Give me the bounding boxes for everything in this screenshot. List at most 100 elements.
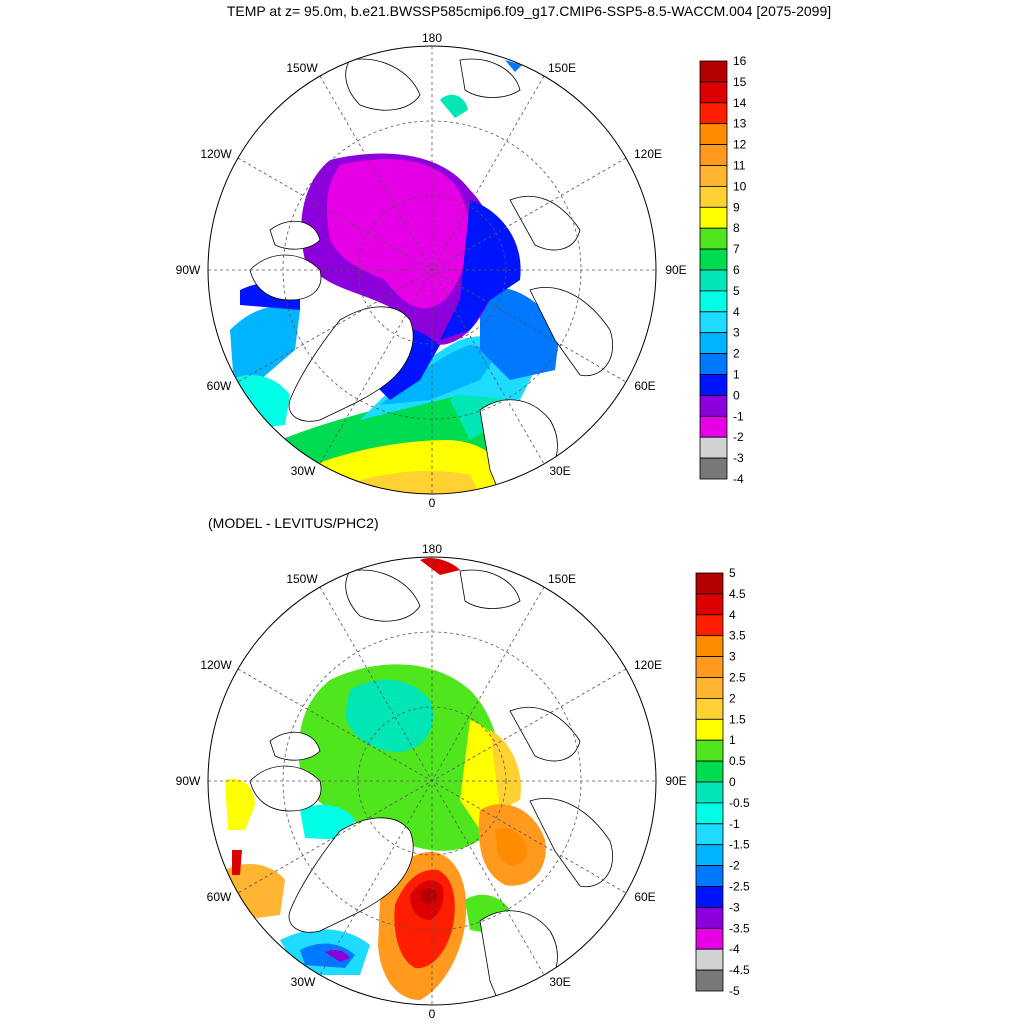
bottom-colorbar-label-12: -1 [729, 817, 740, 831]
top-graticule [208, 46, 656, 494]
bottom-colorbar: 5 4.5 4 3.5 3 2.5 2 1.5 1 0.5 0 -0.5 -1 -1.5 -2 -2.5 -3 -… [695, 566, 750, 998]
top-lon-label-150e: 150E [548, 61, 576, 75]
top-colorbar-label-13: 3 [733, 326, 740, 340]
bottom-colorbar-box-7 [695, 718, 724, 741]
bottom-colorbar-label-4: 3 [729, 650, 736, 664]
bottom-lon-label-0: 0 [429, 1007, 436, 1021]
top-colorbar-label-10: 6 [733, 263, 740, 277]
top-colorbar-box-7 [699, 206, 728, 229]
bottom-colorbar-box-0 [695, 572, 724, 595]
bottom-lon-label-120w: 120W [200, 658, 232, 672]
top-colorbar-box-6 [699, 185, 728, 208]
bottom-colorbar-label-5: 2.5 [729, 671, 746, 685]
top-colorbar-label-5: 11 [733, 159, 746, 173]
top-colorbar-box-16 [699, 394, 728, 417]
top-lon-label-120w: 120W [200, 147, 232, 161]
bottom-colorbar-box-14 [695, 865, 724, 887]
top-colorbar-label-8: 8 [733, 221, 740, 235]
top-colorbar-box-17 [699, 415, 728, 438]
bottom-colorbar-box-6 [695, 698, 724, 720]
bottom-polar-map: 180 150E 120E 90E 60E 30E 0 30W 60W 90W … [176, 542, 687, 1021]
bottom-colorbar-box-10 [695, 781, 724, 804]
top-colorbar-label-12: 4 [733, 305, 740, 319]
top-colorbar-label-9: 7 [733, 242, 740, 256]
top-colorbar-label-4: 12 [733, 138, 747, 152]
bottom-lon-label-90e: 90E [665, 774, 686, 788]
bottom-lon-label-150w: 150W [286, 572, 318, 586]
top-colorbar-box-14 [699, 353, 728, 375]
bottom-colorbar-label-20: -5 [729, 984, 740, 998]
bottom-colorbar-box-18 [695, 948, 724, 971]
top-colorbar-box-13 [699, 332, 728, 355]
bottom-colorbar-label-10: 0 [729, 775, 736, 789]
bottom-colorbar-label-9: 0.5 [729, 754, 746, 768]
bottom-colorbar-box-4 [695, 656, 724, 678]
top-colorbar-box-12 [699, 311, 728, 334]
top-lon-label-120e: 120E [634, 147, 662, 161]
top-lon-label-90e: 90E [665, 263, 686, 277]
top-lon-label-90w: 90W [176, 263, 201, 277]
top-colorbar-box-18 [699, 436, 728, 459]
top-colorbar-box-8 [699, 227, 728, 250]
bottom-colorbar-label-7: 1.5 [729, 712, 746, 726]
difference-subtitle: (MODEL - LEVITUS/PHC2) [208, 515, 379, 531]
top-lon-label-30w: 30W [291, 464, 316, 478]
top-colorbar-label-17: -1 [733, 409, 744, 423]
bottom-lon-label-120e: 120E [634, 658, 662, 672]
bottom-colorbar-box-11 [695, 802, 724, 825]
top-colorbar-box-11 [699, 290, 728, 313]
bottom-colorbar-box-13 [695, 844, 724, 867]
bottom-colorbar-box-3 [695, 635, 724, 658]
top-colorbar-box-1 [699, 81, 728, 104]
bottom-colorbar-box-17 [695, 927, 724, 950]
bottom-colorbar-box-12 [695, 823, 724, 846]
top-colorbar-label-0: 16 [733, 54, 747, 68]
top-colorbar-label-6: 10 [733, 179, 747, 193]
bottom-colorbar-label-11: -0.5 [729, 796, 750, 810]
bottom-colorbar-box-19 [695, 969, 724, 992]
bottom-lon-label-150e: 150E [548, 572, 576, 586]
bottom-colorbar-label-14: -2 [729, 859, 740, 873]
top-ocean-fields [230, 60, 560, 494]
bottom-colorbar-box-8 [695, 739, 724, 762]
top-colorbar-box-0 [699, 60, 728, 83]
bottom-colorbar-box-9 [695, 760, 724, 783]
bottom-colorbar-label-2: 4 [729, 608, 736, 622]
top-colorbar-box-19 [699, 457, 728, 480]
top-colorbar-label-20: -4 [733, 472, 744, 486]
bottom-lon-label-60w: 60W [207, 890, 232, 904]
top-colorbar-box-2 [699, 102, 728, 125]
bottom-lon-label-30e: 30E [549, 975, 570, 989]
bottom-ocean-fields [225, 558, 546, 1000]
top-colorbar-box-5 [699, 165, 728, 187]
top-lon-label-60w: 60W [207, 379, 232, 393]
bottom-graticule [208, 557, 656, 1005]
bottom-colorbar-label-0: 5 [729, 566, 736, 580]
top-lon-label-150w: 150W [286, 61, 318, 75]
bottom-lon-label-30w: 30W [291, 975, 316, 989]
bottom-lon-label-60e: 60E [634, 890, 655, 904]
top-colorbar-label-15: 1 [733, 368, 740, 382]
bottom-colorbar-box-16 [695, 907, 724, 929]
top-colorbar-label-7: 9 [733, 200, 740, 214]
top-colorbar-label-16: 0 [733, 388, 740, 402]
figure-title: TEMP at z= 95.0m, b.e21.BWSSP585cmip6.f0… [227, 3, 831, 19]
bottom-colorbar-label-6: 2 [729, 691, 736, 705]
bottom-colorbar-box-1 [695, 593, 724, 616]
top-lon-label-30e: 30E [549, 464, 570, 478]
top-colorbar-label-2: 14 [733, 96, 747, 110]
bottom-colorbar-label-19: -4.5 [729, 963, 750, 977]
bottom-colorbar-label-15: -2.5 [729, 880, 750, 894]
top-colorbar-box-9 [699, 248, 728, 271]
bottom-colorbar-label-8: 1 [729, 733, 736, 747]
top-lon-label-60e: 60E [634, 379, 655, 393]
top-colorbar-label-19: -3 [733, 451, 744, 465]
top-colorbar-label-14: 2 [733, 347, 740, 361]
top-colorbar-box-4 [699, 144, 728, 166]
bottom-colorbar-box-2 [695, 614, 724, 637]
top-map-border [207, 45, 657, 495]
bottom-lon-label-90w: 90W [176, 774, 201, 788]
top-colorbar-box-3 [699, 123, 728, 145]
